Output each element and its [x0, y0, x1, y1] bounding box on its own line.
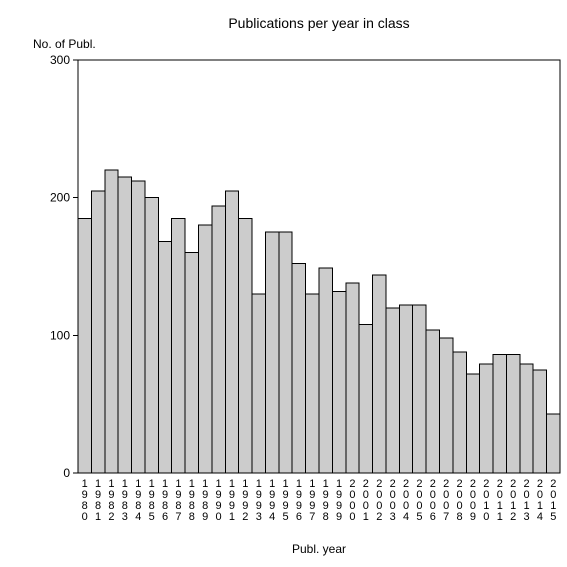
bar: [480, 364, 493, 473]
bar: [105, 170, 118, 473]
bar: [225, 191, 238, 473]
bar: [413, 305, 426, 473]
x-tick-label: 1980: [82, 478, 88, 523]
bar: [292, 264, 305, 473]
bar: [547, 414, 560, 473]
bar: [520, 364, 533, 473]
x-tick-label: 1983: [122, 478, 128, 523]
bar: [440, 338, 453, 473]
x-tick-label: 1998: [323, 478, 329, 523]
y-axis-title: No. of Publ.: [33, 37, 96, 51]
x-tick-label: 2009: [470, 478, 476, 523]
x-tick-label: 1986: [162, 478, 168, 523]
x-tick-label: 1999: [336, 478, 342, 523]
y-tick-label: 0: [63, 466, 70, 480]
bar: [265, 232, 278, 473]
bar: [252, 294, 265, 473]
chart-title: Publications per year in class: [228, 15, 409, 31]
x-tick-label: 1988: [189, 478, 195, 523]
bar: [386, 308, 399, 473]
bar: [399, 305, 412, 473]
bar: [453, 352, 466, 473]
bar: [91, 191, 104, 473]
bar: [145, 198, 158, 473]
x-tick-label: 1991: [229, 478, 235, 523]
x-tick-label: 2011: [497, 478, 503, 523]
x-tick-label: 2010: [483, 478, 489, 523]
bar: [359, 324, 372, 473]
bar: [239, 218, 252, 473]
bar: [373, 275, 386, 473]
x-tick-label: 1982: [108, 478, 114, 523]
x-tick-label: 2007: [443, 478, 449, 523]
x-tick-label: 1989: [202, 478, 208, 523]
x-tick-label: 2004: [403, 478, 409, 523]
x-tick-label: 1993: [256, 478, 262, 523]
bar: [279, 232, 292, 473]
bar: [332, 291, 345, 473]
x-tick-label: 1990: [216, 478, 222, 523]
y-tick-label: 300: [50, 53, 70, 67]
x-tick-label: 2015: [550, 478, 556, 523]
x-tick-label: 1992: [242, 478, 248, 523]
bar: [185, 253, 198, 473]
x-tick-label: 2002: [376, 478, 382, 523]
bar: [346, 283, 359, 473]
x-tick-label: 2013: [523, 478, 529, 523]
x-tick-label: 1994: [269, 478, 275, 523]
bar: [319, 268, 332, 473]
x-tick-label: 1984: [135, 478, 141, 523]
bar: [426, 330, 439, 473]
bar: [199, 225, 212, 473]
bar: [533, 370, 546, 473]
bar: [158, 242, 171, 473]
bar: [118, 177, 131, 473]
bar: [306, 294, 319, 473]
x-tick-label: 1981: [95, 478, 101, 523]
x-tick-label: 2008: [457, 478, 463, 523]
x-tick-label: 2001: [363, 478, 369, 523]
x-tick-label: 1995: [282, 478, 288, 523]
x-tick-label: 2006: [430, 478, 436, 523]
x-tick-label: 2014: [537, 478, 543, 523]
x-tick-label: 1996: [296, 478, 302, 523]
x-tick-label: 2012: [510, 478, 516, 523]
publications-chart: Publications per year in class No. of Pub…: [0, 0, 567, 567]
x-tick-label: 2005: [416, 478, 422, 523]
chart-svg: Publications per year in class No. of Pub…: [0, 0, 567, 567]
x-tick-label: 2000: [349, 478, 355, 523]
bar: [132, 181, 145, 473]
y-tick-label: 200: [50, 191, 70, 205]
x-tick-label: 1997: [309, 478, 315, 523]
x-axis-title: Publ. year: [292, 542, 346, 556]
bar: [172, 218, 185, 473]
x-tick-label: 1985: [149, 478, 155, 523]
x-tick-label: 1987: [175, 478, 181, 523]
y-tick-label: 100: [50, 328, 70, 342]
bar: [506, 355, 519, 473]
bar: [212, 206, 225, 473]
bar: [493, 355, 506, 473]
x-tick-label: 2003: [390, 478, 396, 523]
bar: [78, 218, 91, 473]
bar: [466, 374, 479, 473]
